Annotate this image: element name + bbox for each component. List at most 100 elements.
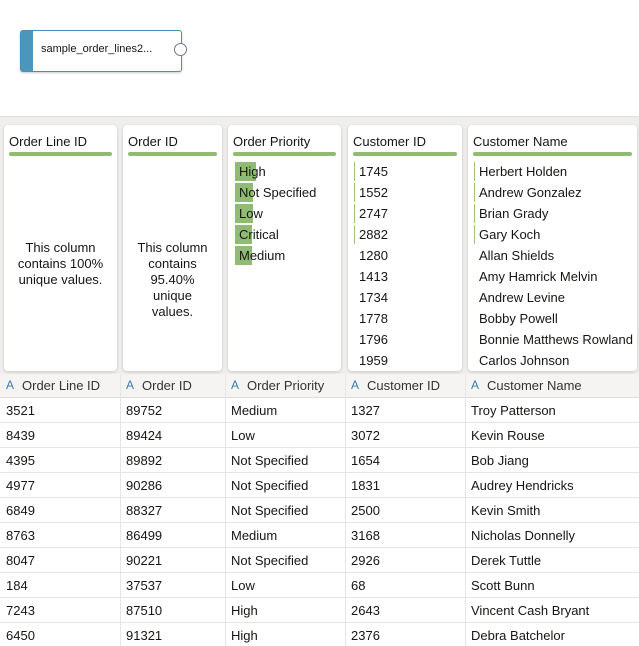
card-rule — [473, 152, 632, 156]
table-cell: 3072 — [351, 428, 380, 443]
row-divider — [0, 497, 639, 498]
list-item: Low — [239, 206, 263, 221]
table-cell: 89424 — [126, 428, 163, 443]
card-title: Order Priority — [233, 134, 311, 149]
type-icon: A — [471, 378, 480, 392]
row-divider — [0, 622, 639, 623]
type-icon: A — [231, 378, 240, 392]
column-header[interactable]: Customer Name — [487, 378, 582, 393]
table-cell: 91321 — [126, 628, 163, 643]
table-cell: Debra Batchelor — [471, 628, 565, 643]
value-bar — [354, 162, 355, 181]
list-item: Herbert Holden — [479, 164, 568, 179]
list-item: Allan Shields — [479, 248, 555, 263]
node-label: sample_order_lines2... — [41, 43, 153, 55]
list-item: Andrew Levine — [479, 290, 565, 305]
table-cell: Bob Jiang — [471, 453, 529, 468]
column-header[interactable]: Order Priority — [247, 378, 325, 393]
node-strip — [21, 31, 33, 71]
table-cell: Troy Patterson — [471, 403, 556, 418]
table-cell: Derek Tuttle — [471, 553, 542, 568]
list-item: Andrew Gonzalez — [479, 185, 582, 200]
table-cell: 2376 — [351, 628, 380, 643]
column-header[interactable]: Order ID — [142, 378, 192, 393]
list-item: 2882 — [359, 227, 388, 242]
list-item: 1413 — [359, 269, 388, 284]
table-cell: 2926 — [351, 553, 380, 568]
table-cell: Nicholas Donnelly — [471, 528, 576, 543]
table-cell: 89752 — [126, 403, 163, 418]
value-bar — [474, 225, 475, 244]
table-cell: Not Specified — [231, 453, 309, 468]
table-cell: 1327 — [351, 403, 380, 418]
profile-card: Order Priority High Not Specified Low Critic… — [228, 125, 341, 371]
table-cell: 88327 — [126, 503, 163, 518]
column-header[interactable]: Order Line ID — [22, 378, 101, 393]
column-header[interactable]: Customer ID — [367, 378, 440, 393]
value-bar — [235, 225, 252, 244]
table-cell: Kevin Smith — [471, 503, 541, 518]
list-item: 2747 — [359, 206, 388, 221]
row-divider — [0, 447, 639, 448]
row-divider — [0, 422, 639, 423]
column-divider — [465, 374, 466, 646]
table-cell: 184 — [6, 578, 28, 593]
type-icon: A — [351, 378, 360, 392]
table-cell: High — [231, 628, 258, 643]
card-rule — [9, 152, 112, 156]
profile-card: Order ID This column contains 95.40% uniq… — [123, 125, 222, 371]
table-cell: 68 — [351, 578, 366, 593]
table-cell: High — [231, 603, 258, 618]
list-item: Gary Koch — [479, 227, 541, 242]
type-icon: A — [126, 378, 135, 392]
column-divider — [120, 374, 121, 646]
table-cell: 8439 — [6, 428, 35, 443]
table-cell: 3521 — [6, 403, 35, 418]
table-cell: 8047 — [6, 553, 35, 568]
card-summary: This column contains 95.40% unique value… — [137, 240, 208, 319]
card-title: Order Line ID — [9, 134, 88, 149]
table-cell: 86499 — [126, 528, 163, 543]
table-cell: Vincent Cash Bryant — [471, 603, 590, 618]
list-item: 1778 — [359, 311, 388, 326]
table-cell: Not Specified — [231, 478, 309, 493]
table-cell: Low — [231, 428, 255, 443]
table-cell: 2500 — [351, 503, 380, 518]
value-bar — [235, 183, 253, 202]
row-divider — [0, 472, 639, 473]
list-item: 1796 — [359, 332, 388, 347]
list-item: Critical — [239, 227, 279, 242]
table-cell: 2643 — [351, 603, 380, 618]
value-bar — [235, 162, 256, 181]
card-title: Customer Name — [473, 134, 568, 149]
card-rule — [353, 152, 457, 156]
table-cell: 4977 — [6, 478, 35, 493]
row-divider — [0, 572, 639, 573]
column-divider — [225, 374, 226, 646]
card-summary: This column contains 100% unique values. — [17, 240, 104, 287]
table-cell: 89892 — [126, 453, 163, 468]
value-bar — [474, 183, 475, 202]
flow-canvas: sample_order_lines2... — [0, 0, 639, 117]
table-cell: Not Specified — [231, 503, 309, 518]
table-cell: Audrey Hendricks — [471, 478, 574, 493]
list-item: 1745 — [359, 164, 388, 179]
list-item: Carlos Johnson — [479, 353, 570, 368]
table-cell: Kevin Rouse — [471, 428, 545, 443]
list-item: 1734 — [359, 290, 388, 305]
table-cell: 6849 — [6, 503, 35, 518]
list-item: Amy Hamrick Melvin — [479, 269, 598, 284]
dataset-node[interactable]: sample_order_lines2... — [20, 30, 182, 72]
table-cell: 87510 — [126, 603, 163, 618]
node-port[interactable] — [174, 43, 187, 56]
column-divider — [345, 374, 346, 646]
table-cell: 6450 — [6, 628, 35, 643]
value-bar — [235, 246, 252, 265]
table-cell: 7243 — [6, 603, 35, 618]
table-cell: Medium — [231, 403, 278, 418]
card-title: Customer ID — [353, 134, 426, 149]
table-cell: 3168 — [351, 528, 380, 543]
list-item: 1552 — [359, 185, 388, 200]
value-bar — [474, 162, 475, 181]
